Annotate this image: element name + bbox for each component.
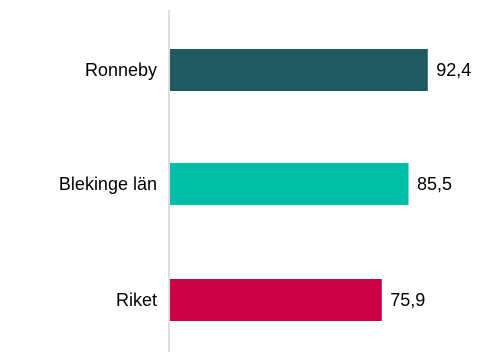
category-label-riket: Riket [116, 290, 157, 310]
bar-riket [170, 279, 382, 321]
bars-group: Ronneby 92,4 Blekinge län 85,5 Riket 75,9 [59, 49, 471, 321]
bar-ronneby [170, 49, 428, 91]
value-label-riket: 75,9 [390, 290, 425, 310]
value-label-ronneby: 92,4 [436, 60, 471, 80]
category-label-ronneby: Ronneby [85, 60, 157, 80]
bar-blekinge-lan [170, 163, 409, 205]
category-label-blekinge-lan: Blekinge län [59, 174, 157, 194]
value-label-blekinge-lan: 85,5 [417, 174, 452, 194]
